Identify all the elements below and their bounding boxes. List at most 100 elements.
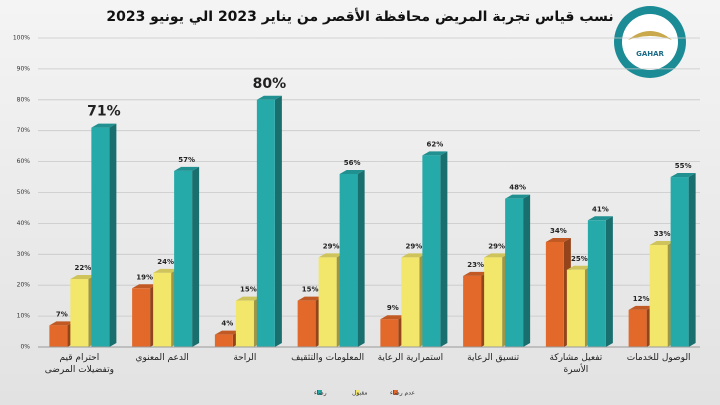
bar-top [256,95,282,100]
bar-top [587,216,613,221]
data-label: 24% [157,258,174,266]
data-label: 56% [344,159,361,167]
data-label: 29% [405,242,422,250]
bar [339,173,358,347]
bar [297,300,316,347]
y-tick-label: 60% [17,158,31,165]
bar-top [49,321,75,326]
chart-title: نسب قياس تجربة المريض محافظة الأقصر من ي… [106,8,613,25]
bar-side [109,123,117,347]
bar [256,99,275,347]
y-tick-label: 20% [17,282,31,289]
bar-side [440,151,448,347]
bar-top [505,194,531,199]
bar [49,325,68,347]
logo-inner [622,14,678,70]
bar [70,279,89,347]
y-tick-label: 10% [17,313,31,320]
bar [153,272,172,347]
bar [587,220,606,347]
logo-wings [628,31,672,40]
data-label: 33% [654,230,671,238]
bar-side [523,194,531,347]
data-label: 4% [221,320,233,328]
bar-side [192,166,200,347]
bar-top [235,296,261,301]
data-label: 62% [426,140,443,148]
bar [380,319,399,347]
data-label: 29% [488,242,505,250]
logo: GAHAR [614,6,686,78]
bar-top [297,296,323,301]
x-tick-label: تفعيل مشاركة الأسرة [549,353,603,375]
bar-side [688,173,696,347]
bar-top [339,169,365,174]
bar [214,334,233,347]
y-tick-label: 80% [17,96,31,103]
legend-swatch [317,390,322,395]
bar-top [463,271,489,276]
bar [132,288,151,347]
bar [422,155,441,347]
y-tick-label: 100% [13,35,30,42]
data-label: 7% [56,310,68,318]
legend-label: مقبول [352,390,368,397]
data-label: 12% [633,295,650,303]
x-tick-label: الدعم المعنوي [135,353,189,363]
bar-top [174,166,200,171]
legend-swatch [393,390,398,395]
bar-top [545,237,571,242]
bar [318,257,337,347]
bar [91,127,110,347]
bar-top [70,275,96,280]
legend-swatch [355,390,360,395]
legend-label: رضاء [314,390,327,397]
bar-top [318,253,344,258]
bar-top [484,253,510,258]
y-tick-label: 70% [17,127,31,134]
bar [401,257,420,347]
x-tick-label: استمرارية الرعاية [377,353,444,363]
bar-top [153,268,179,273]
bar-top [628,305,654,310]
y-tick-label: 40% [17,220,31,227]
bar-top [380,315,406,320]
y-tick-label: 50% [17,189,31,196]
x-tick-label: الوصول للخدمات [626,353,691,363]
data-label: 57% [178,156,195,164]
data-label: 71% [87,104,121,120]
x-tick-label: المعلومات والتثقيف [291,353,365,363]
data-label: 55% [675,162,692,170]
bar-top [670,173,696,178]
data-label: 41% [592,205,609,213]
bar-top [566,265,592,270]
data-label: 22% [74,264,91,272]
x-tick-label: الراحة [233,353,257,363]
data-label: 80% [253,76,287,92]
data-label: 19% [136,273,153,281]
bar-top [401,253,427,258]
y-tick-label: 0% [20,344,30,351]
bar [670,177,689,347]
bar-side [357,169,365,347]
bar [649,245,668,347]
bar [566,269,585,347]
bar [463,275,482,347]
bar-top [649,241,675,246]
bar-side [274,95,282,347]
bar-side [605,216,613,347]
logo-text: GAHAR [636,50,664,58]
bar-top [91,123,117,128]
bar [484,257,503,347]
data-label: 48% [509,184,526,192]
data-label: 25% [571,255,588,263]
data-label: 9% [387,304,399,312]
bar [235,300,254,347]
bar [174,170,193,347]
data-label: 15% [302,286,319,294]
bar [545,241,564,347]
bar-top [422,151,448,156]
data-label: 15% [240,286,257,294]
